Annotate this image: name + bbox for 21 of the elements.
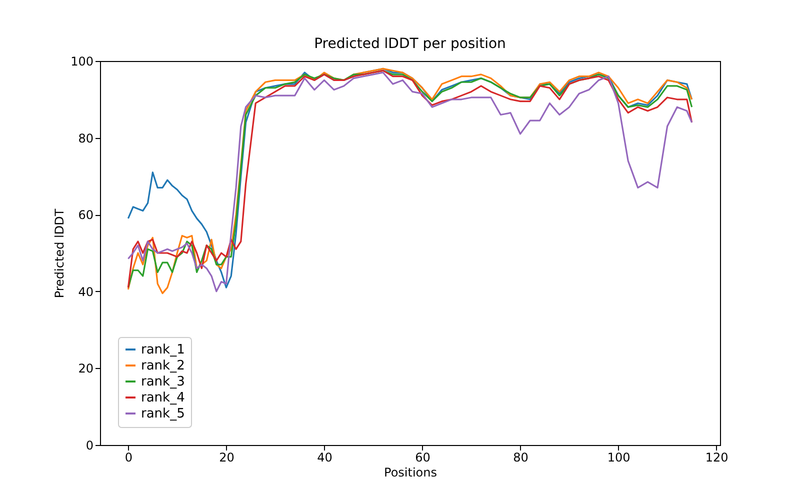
x-tick-label: 60 <box>415 450 430 464</box>
legend-label: rank_2 <box>141 358 185 374</box>
x-tick-label: 40 <box>317 450 332 464</box>
y-tick-label: 100 <box>70 54 94 68</box>
x-tick-label: 0 <box>124 450 132 464</box>
x-tick-label: 100 <box>607 450 630 464</box>
y-tick-label: 60 <box>78 208 94 222</box>
x-tick-label: 120 <box>705 450 728 464</box>
legend-label: rank_3 <box>141 374 185 390</box>
y-tick-label: 80 <box>78 131 94 146</box>
legend-label: rank_1 <box>141 342 185 358</box>
y-tick-label: 40 <box>78 284 94 299</box>
x-tick-label: 20 <box>219 450 234 464</box>
y-tick-label: 0 <box>86 438 94 452</box>
y-tick-label: 20 <box>78 362 94 376</box>
y-axis-title: Predicted lDDT <box>52 208 67 298</box>
x-axis-title: Positions <box>384 466 437 480</box>
legend-label: rank_5 <box>141 406 185 422</box>
legend-label: rank_4 <box>141 390 185 406</box>
x-tick-label: 80 <box>513 450 528 464</box>
chart-title: Predicted lDDT per position <box>314 36 506 52</box>
